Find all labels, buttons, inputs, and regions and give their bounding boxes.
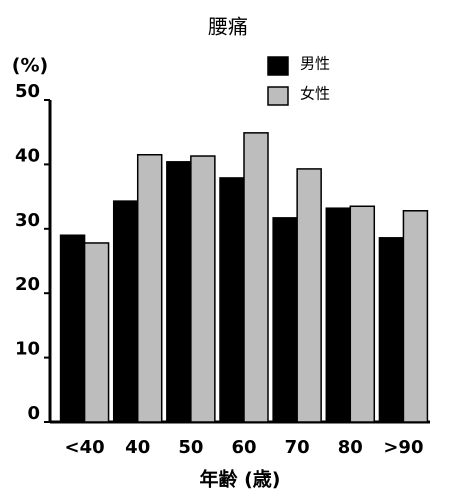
bar <box>402 210 429 423</box>
bar <box>112 200 139 423</box>
x-axis-label: 年齢 (歳) <box>200 468 281 491</box>
y-axis-label: (%) <box>12 55 48 77</box>
bar <box>59 234 86 423</box>
y-tick-label: 0 <box>27 403 40 424</box>
bar <box>243 132 269 423</box>
legend-label: 女性 <box>300 85 330 103</box>
bar <box>325 207 352 423</box>
chart-title: 腰痛 <box>208 15 248 39</box>
legend-label: 男性 <box>300 55 330 73</box>
x-tick-label: >90 <box>383 437 423 458</box>
bar <box>190 155 216 423</box>
bar <box>136 153 163 423</box>
bar <box>219 177 245 423</box>
x-tick-label: 80 <box>338 437 363 458</box>
x-tick-label: <40 <box>65 437 105 458</box>
x-tick-label: 40 <box>125 437 150 458</box>
bar <box>83 242 110 423</box>
legend-swatch <box>267 86 289 106</box>
bar <box>272 217 298 423</box>
x-tick-label: 50 <box>178 437 203 458</box>
y-tick-label: 50 <box>15 81 40 102</box>
x-tick-label: 70 <box>285 437 310 458</box>
y-tick-label: 10 <box>15 339 40 360</box>
y-tick-label: 40 <box>15 145 40 166</box>
y-tick-label: 20 <box>15 274 40 295</box>
x-tick-label: 60 <box>231 437 256 458</box>
bar <box>166 161 192 423</box>
legend-swatch <box>267 56 289 76</box>
bar <box>296 168 322 423</box>
bar <box>378 237 405 423</box>
bar <box>349 205 376 423</box>
y-tick-label: 30 <box>15 210 40 231</box>
